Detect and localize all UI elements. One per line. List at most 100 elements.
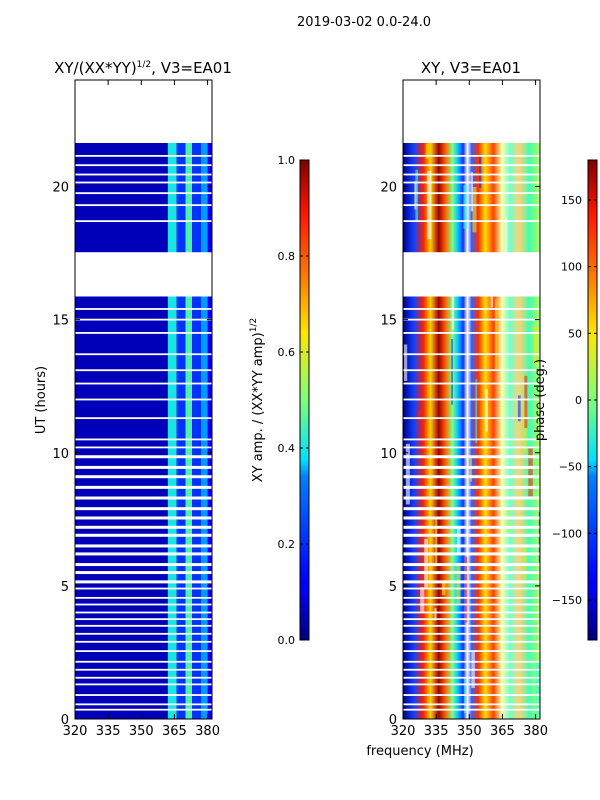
phase-x-tick-label-0: 320 — [391, 724, 416, 739]
amplitude-gap-14 — [75, 596, 212, 599]
amp-colorbar-tick-label-2: 0.4 — [278, 442, 296, 455]
amplitude-gap-38 — [75, 318, 212, 321]
phase-streak-13 — [517, 395, 521, 422]
phase-streak-12 — [533, 324, 537, 365]
phase-streak-10 — [506, 508, 509, 533]
phase-gap-35 — [403, 369, 540, 372]
amplitude-gap-33 — [75, 398, 212, 401]
amplitude-gap-31 — [75, 438, 212, 441]
phase-gap-15 — [403, 587, 540, 590]
phase-streak-22 — [434, 608, 437, 621]
phase-x-tick-label-3: 365 — [490, 724, 515, 739]
amplitude-gap-19 — [75, 552, 212, 556]
amplitude-band-0 — [75, 143, 168, 719]
figure-suptitle: 2019-03-02 0.0-24.0 — [297, 15, 431, 30]
phase-gap-0 — [403, 708, 540, 711]
phase-colorbar-label: phase (deg.) — [533, 359, 548, 441]
amplitude-panel: XY/(XX*YY)1/2, V3=EA01 320 335 350 365 380 0… — [34, 59, 232, 739]
phase-streak-11 — [415, 169, 419, 221]
amplitude-gap-21 — [75, 533, 212, 537]
phase-gap-24 — [403, 507, 540, 511]
amplitude-gap-48 — [75, 181, 212, 184]
phase-gap-16 — [403, 580, 540, 584]
phase-gap-49 — [403, 173, 540, 176]
amp-y-tick-label-3: 15 — [52, 314, 69, 329]
amplitude-gap-50 — [75, 164, 212, 167]
amplitude-heatmap — [75, 80, 212, 719]
amplitude-gap-13 — [75, 603, 212, 606]
amplitude-gap-24 — [75, 507, 212, 511]
phase-panel: XY, V3=EA01 320 335 350 365 380 0 5 10 15 20 — [380, 59, 548, 739]
amplitude-gap-11 — [75, 618, 212, 621]
x-axis-label: frequency (MHz) — [366, 744, 473, 759]
phase-x-tick-label-1: 335 — [424, 724, 449, 739]
amplitude-y-axis-label: UT (hours) — [34, 366, 49, 434]
amplitude-gap-20 — [75, 544, 212, 548]
phase-gap-26 — [403, 485, 540, 489]
phase-streak-28 — [464, 556, 468, 623]
phase-gap-51 — [403, 154, 540, 157]
phase-gap-46 — [403, 204, 540, 207]
phase-gap-18 — [403, 563, 540, 567]
phase-gap-27 — [403, 475, 540, 479]
amplitude-gap-23 — [75, 516, 212, 520]
amplitude-gap-36 — [75, 353, 212, 356]
phase-gap-14 — [403, 596, 540, 599]
phase-gap-31 — [403, 438, 540, 441]
phase-streak-32 — [475, 379, 478, 444]
phase-streak-37 — [456, 563, 461, 604]
phase-gap-50 — [403, 164, 540, 167]
phase-gap-32 — [403, 417, 540, 420]
amp-x-tick-label-2: 350 — [129, 724, 154, 739]
phase-gap-1 — [403, 703, 540, 706]
phase-y-tick-label-4: 20 — [380, 181, 397, 196]
phase-streak-20 — [420, 587, 425, 614]
phase-streak-19 — [538, 398, 540, 444]
phase-streak-15 — [535, 662, 540, 717]
phase-streak-6 — [495, 300, 498, 370]
amplitude-band-5 — [200, 143, 208, 719]
phase-gap-12 — [403, 611, 540, 614]
phase-gap-36 — [403, 353, 540, 356]
amp-colorbar-tick-label-3: 0.6 — [278, 346, 296, 359]
phase-streak-23 — [405, 443, 410, 505]
amplitude-gap-1 — [75, 703, 212, 706]
amplitude-gap-29 — [75, 455, 212, 459]
phase-gap-large — [403, 255, 540, 296]
amplitude-x-ticks: 320 335 350 365 380 — [63, 80, 220, 739]
amplitude-gap-27 — [75, 475, 212, 479]
phase-panel-title: XY, V3=EA01 — [421, 59, 521, 77]
phase-x-ticks: 320 335 350 365 380 — [391, 80, 548, 739]
amplitude-band-2 — [176, 143, 186, 719]
amp-colorbar-tick-label-4: 0.8 — [278, 250, 296, 263]
amplitude-time-gaps — [75, 154, 212, 711]
amplitude-gap-37 — [75, 332, 212, 334]
phase-gap-23 — [403, 516, 540, 520]
phase-colorbar: −150 −100 −50 0 50 100 150 phase (deg.) — [533, 159, 598, 641]
amplitude-gap-8 — [75, 640, 212, 643]
amplitude-gap-12 — [75, 611, 212, 614]
phase-gap-47 — [403, 192, 540, 195]
phase-streak-26 — [425, 143, 429, 159]
amp-colorbar-tick-label-1: 0.2 — [278, 538, 296, 551]
amp-colorbar-tick-label-5: 1.0 — [278, 154, 296, 167]
phase-streak-29 — [490, 293, 494, 308]
phase-y-tick-label-2: 10 — [380, 447, 397, 462]
phase-streak-27 — [417, 410, 421, 422]
phase-gap-7 — [403, 650, 540, 653]
phase-gap-11 — [403, 618, 540, 621]
phase-streak-0 — [470, 457, 473, 482]
phase-streak-39 — [538, 511, 540, 563]
phase-streak-24 — [470, 172, 474, 212]
phase-y-tick-label-3: 15 — [380, 314, 397, 329]
amplitude-gap-18 — [75, 563, 212, 567]
phase-gap-19 — [403, 552, 540, 556]
amplitude-title-main: XY/(XX*YY) — [54, 59, 137, 77]
phase-heatmap — [403, 80, 540, 719]
phase-gap-39 — [403, 308, 540, 310]
amplitude-colorbar-label: XY amp. / (XX*YY amp)1/2 — [249, 318, 266, 482]
phase-gap-4 — [403, 676, 540, 679]
phase-colorbar-tick-label-1: −100 — [552, 527, 582, 540]
phase-gap-34 — [403, 382, 540, 385]
